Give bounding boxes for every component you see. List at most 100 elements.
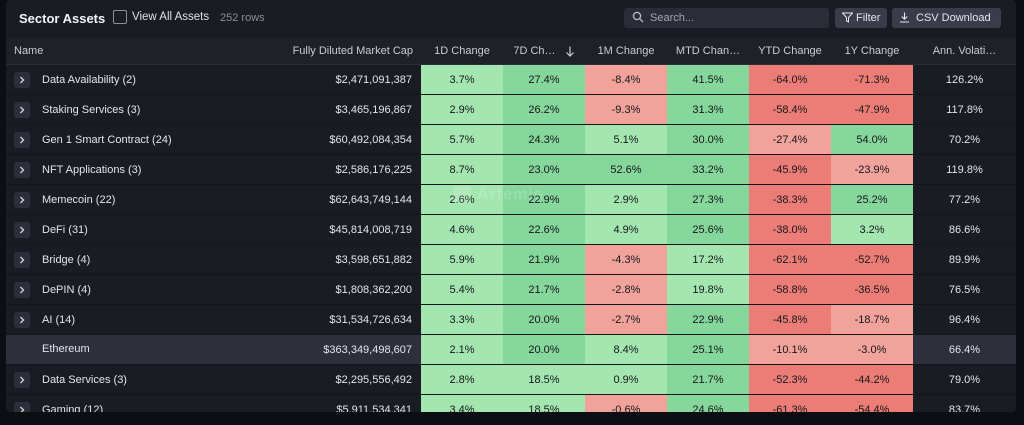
cell-1y-change: -44.2% — [831, 364, 913, 395]
cell-1y-change: -36.5% — [831, 274, 913, 305]
column-header-1d-change[interactable]: 1D Change — [421, 38, 503, 65]
chevron-right-icon — [20, 406, 25, 412]
search-placeholder: Search... — [650, 12, 695, 24]
expand-row-button[interactable] — [14, 401, 30, 412]
expand-row-button[interactable] — [14, 221, 30, 238]
column-header-1m-change[interactable]: 1M Change — [585, 38, 667, 65]
cell-market-cap: $1,808,362,200 — [228, 274, 421, 305]
cell-1d-change: 2.6% — [421, 184, 503, 215]
cell-mtd-change: 25.1% — [667, 334, 749, 365]
cell-1d-change: 3.4% — [421, 394, 503, 412]
cell-mtd-change: 31.3% — [667, 94, 749, 125]
cell-volatility: 70.2% — [913, 124, 1016, 155]
column-header-market-cap[interactable]: Fully Diluted Market Cap — [228, 38, 421, 65]
table-row[interactable]: DePIN (4) $1,808,362,200 5.4% 21.7% -2.8% 19.… — [6, 274, 1016, 305]
cell-1m-change: 8.4% — [585, 334, 667, 365]
expand-row-button[interactable] — [14, 311, 30, 328]
row-name: Gaming (12) — [42, 403, 104, 413]
cell-market-cap: $2,471,091,387 — [228, 64, 421, 95]
cell-name: Staking Services (3) — [6, 94, 228, 125]
cell-1d-change: 2.8% — [421, 364, 503, 395]
table-row[interactable]: Staking Services (3) $3,465,196,867 2.9% 26… — [6, 94, 1016, 125]
cell-ytd-change: -45.8% — [749, 304, 831, 335]
cell-mtd-change: 33.2% — [667, 154, 749, 185]
cell-ytd-change: -62.1% — [749, 244, 831, 275]
cell-ytd-change: -38.3% — [749, 184, 831, 215]
column-header-7d-change[interactable]: 7D Ch… — [503, 38, 585, 65]
cell-7d-change: 21.9% — [503, 244, 585, 275]
expand-row-button[interactable] — [14, 281, 30, 298]
expand-row-button[interactable] — [14, 251, 30, 268]
table-row[interactable]: Bridge (4) $3,598,651,882 5.9% 21.9% -4.3% 17… — [6, 244, 1016, 275]
cell-1y-change: 25.2% — [831, 184, 913, 215]
cell-1d-change: 3.7% — [421, 64, 503, 95]
table-row[interactable]: Gaming (12) $5,911,534,341 3.4% 18.5% -0.6% 2… — [6, 394, 1016, 413]
cell-market-cap: $2,295,556,492 — [228, 364, 421, 395]
cell-1m-change: 4.9% — [585, 214, 667, 245]
cell-market-cap: $31,534,726,634 — [228, 304, 421, 335]
cell-7d-change: 26.2% — [503, 94, 585, 125]
cell-ytd-change: -10.1% — [749, 334, 831, 365]
view-all-assets-checkbox[interactable] — [113, 10, 127, 24]
cell-ytd-change: -58.4% — [749, 94, 831, 125]
cell-1y-change: -47.9% — [831, 94, 913, 125]
expand-row-button[interactable] — [14, 101, 30, 118]
cell-name: Gen 1 Smart Contract (24) — [6, 124, 228, 155]
cell-1y-change: -71.3% — [831, 64, 913, 95]
table-row[interactable]: AI (14) $31,534,726,634 3.3% 20.0% -2.7% 22.9… — [6, 304, 1016, 335]
column-header-7d-label: 7D Ch… — [513, 45, 556, 57]
cell-volatility: 86.6% — [913, 214, 1016, 245]
table-row[interactable]: NFT Applications (3) $2,586,176,225 8.7% 23… — [6, 154, 1016, 185]
table-row[interactable]: Data Services (3) $2,295,556,492 2.8% 18.5%… — [6, 364, 1016, 395]
csv-download-button[interactable]: CSV Download — [892, 8, 1001, 28]
expand-row-button[interactable] — [14, 161, 30, 178]
column-header-ytd-change[interactable]: YTD Change — [749, 38, 831, 65]
cell-ytd-change: -61.3% — [749, 394, 831, 412]
table-row[interactable]: Memecoin (22) $62,643,749,144 2.6% 22.9% 2.9… — [6, 184, 1016, 215]
cell-mtd-change: 17.2% — [667, 244, 749, 275]
table-row[interactable]: Gen 1 Smart Contract (24) $60,492,084,354… — [6, 124, 1016, 155]
expand-row-button[interactable] — [14, 191, 30, 208]
expand-row-button[interactable] — [14, 71, 30, 88]
cell-name: DeFi (31) — [6, 214, 228, 245]
column-header-mtd-change[interactable]: MTD Chan… — [667, 38, 749, 65]
cell-7d-change: 21.7% — [503, 274, 585, 305]
search-input[interactable]: Search... — [624, 8, 829, 28]
column-header-1y-change[interactable]: 1Y Change — [831, 38, 913, 65]
cell-ytd-change: -52.3% — [749, 364, 831, 395]
cell-1m-change: -9.3% — [585, 94, 667, 125]
cell-name: Bridge (4) — [6, 244, 228, 275]
filter-button[interactable]: Filter — [835, 8, 887, 28]
column-header-volatility[interactable]: Ann. Volati… — [913, 38, 1016, 65]
table-row[interactable]: Ethereum $363,349,498,607 2.1% 20.0% 8.4% 25.… — [6, 334, 1016, 365]
row-name: DePIN (4) — [42, 283, 91, 296]
cell-7d-change: 22.6% — [503, 214, 585, 245]
cell-1m-change: -0.6% — [585, 394, 667, 412]
cell-mtd-change: 22.9% — [667, 304, 749, 335]
toolbar: Sector Assets View All Assets 252 rows S… — [6, 0, 1016, 38]
cell-market-cap: $5,911,534,341 — [228, 394, 421, 412]
view-all-assets-label[interactable]: View All Assets — [132, 11, 210, 23]
cell-7d-change: 20.0% — [503, 334, 585, 365]
expand-row-button[interactable] — [14, 131, 30, 148]
row-name: Ethereum — [42, 343, 90, 356]
cell-1y-change: -18.7% — [831, 304, 913, 335]
column-header-name[interactable]: Name — [6, 38, 228, 65]
chevron-right-icon — [20, 166, 25, 173]
chevron-right-icon — [20, 316, 25, 323]
cell-volatility: 77.2% — [913, 184, 1016, 215]
cell-1y-change: -54.4% — [831, 394, 913, 412]
table-row[interactable]: DeFi (31) $45,814,008,719 4.6% 22.6% 4.9% 25.… — [6, 214, 1016, 245]
row-name: Memecoin (22) — [42, 193, 116, 206]
cell-ytd-change: -27.4% — [749, 124, 831, 155]
cell-name: Data Services (3) — [6, 364, 228, 395]
download-icon — [900, 12, 909, 23]
filter-label: Filter — [856, 12, 881, 24]
cell-7d-change: 23.0% — [503, 154, 585, 185]
row-name: Gen 1 Smart Contract (24) — [42, 133, 172, 146]
table-row[interactable]: Data Availability (2) $2,471,091,387 3.7% 2… — [6, 64, 1016, 95]
cell-1d-change: 5.9% — [421, 244, 503, 275]
cell-market-cap: $60,492,084,354 — [228, 124, 421, 155]
cell-1m-change: -4.3% — [585, 244, 667, 275]
expand-row-button[interactable] — [14, 371, 30, 388]
